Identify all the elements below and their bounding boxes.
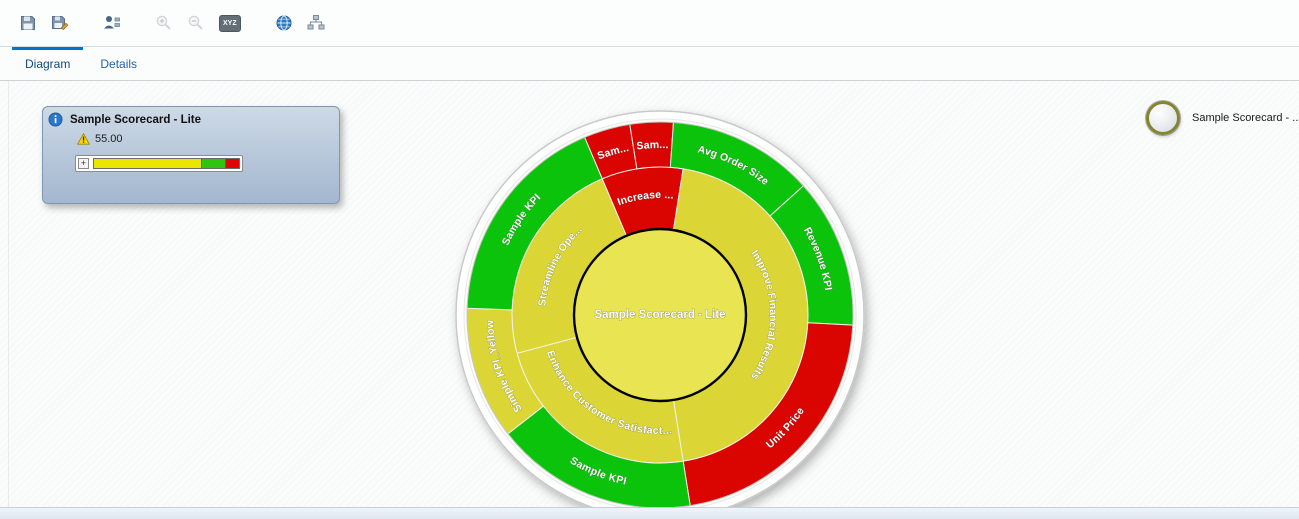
xyz-icon: XYZ — [219, 14, 241, 32]
globe-button[interactable] — [271, 11, 297, 35]
wheel-segment-label: Sam... — [636, 139, 669, 153]
node-card-value: 55.00 — [95, 133, 123, 145]
status-bar-box: + — [75, 155, 243, 172]
toolbar: XYZ — [0, 0, 1299, 47]
node-card-title: Sample Scorecard - Lite — [70, 114, 202, 126]
strategy-wheel: Increase ... Improve Financial Results Enh… — [425, 81, 895, 510]
globe-icon — [276, 15, 292, 31]
info-icon — [48, 112, 63, 127]
save-as-button[interactable] — [47, 11, 73, 35]
expand-button[interactable]: + — [78, 158, 89, 169]
status-bar-segment — [226, 159, 239, 168]
tab-diagram[interactable]: Diagram — [10, 47, 85, 80]
scorecard-legend-swatch — [1146, 101, 1180, 135]
tab-diagram-label: Diagram — [25, 56, 71, 71]
horizontal-scrollbar[interactable] — [0, 507, 1299, 519]
zoom-out-button[interactable] — [183, 11, 209, 35]
zoom-in-button[interactable] — [151, 11, 177, 35]
status-bar-segment — [94, 159, 203, 168]
user-hierarchy-button[interactable] — [99, 11, 125, 35]
wheel-segment-sample-kpi[interactable] — [466, 136, 603, 311]
save-icon — [21, 16, 35, 30]
wheel-center-label: Sample Scorecard - Lite — [594, 309, 725, 321]
status-bar — [93, 158, 240, 169]
warning-icon — [76, 132, 91, 145]
zoom-out-icon — [188, 15, 203, 30]
save-as-icon — [52, 16, 69, 31]
wheel-center-node[interactable] — [572, 227, 748, 403]
tab-details[interactable]: Details — [85, 47, 152, 80]
legend-label: Sample Scorecard - ... — [1192, 112, 1299, 124]
scorecard-node-card[interactable]: Sample Scorecard - Lite 55.00 + — [42, 106, 340, 204]
user-icon — [104, 16, 120, 29]
tab-bar: Diagram Details — [0, 47, 1299, 81]
xyz-button[interactable]: XYZ — [215, 12, 245, 35]
status-bar-segment — [202, 159, 227, 168]
diagram-canvas[interactable]: Increase ... Improve Financial Results Enh… — [0, 81, 1299, 510]
legend: Sample Scorecard - ... — [1146, 101, 1299, 135]
zoom-in-icon — [156, 15, 171, 30]
sitemap-icon — [307, 15, 325, 30]
hierarchy-view-button[interactable] — [303, 11, 329, 35]
save-button[interactable] — [15, 11, 41, 35]
panel-edge — [8, 81, 9, 510]
tab-details-label: Details — [100, 56, 138, 71]
